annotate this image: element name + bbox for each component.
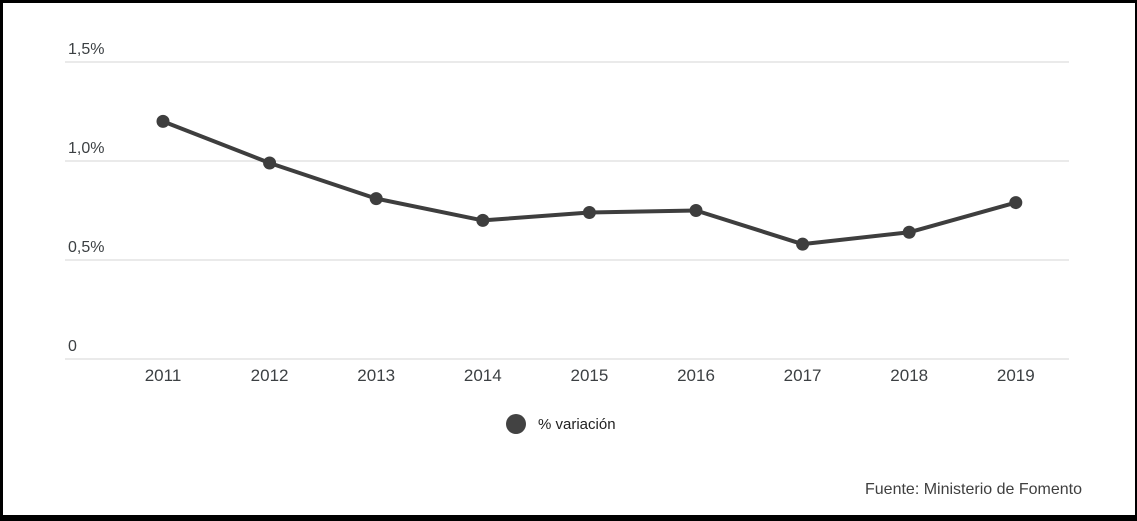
legend-marker-icon [506,414,526,434]
data-point [796,237,810,251]
x-tick-label: 2017 [784,366,822,385]
y-tick-label: 0 [68,338,77,355]
y-tick-label: 1,5% [68,41,104,58]
y-tick-label: 1,0% [68,140,104,157]
data-point [263,156,277,170]
x-tick-label: 2018 [890,366,928,385]
x-tick-label: 2019 [997,366,1035,385]
source-note: Fuente: Ministerio de Fomento [865,481,1082,498]
data-line [161,119,1018,247]
x-tick-label: 2015 [570,366,608,385]
y-tick-label: 0,5% [68,239,104,256]
legend-label: % variación [538,415,616,433]
line-chart: 0 0,5% 1,0% 1,5% 2011 2012 2013 2014 2015 2016 201… [65,41,1069,385]
data-point [1009,196,1023,210]
chart-legend: % variación [506,414,616,434]
x-tick-label: 2011 [145,366,182,385]
data-point [369,192,383,206]
x-tick-label: 2016 [677,366,715,385]
x-tick-label: 2013 [357,366,395,385]
data-point [582,205,596,219]
x-tick-label: 2012 [251,366,289,385]
data-point [689,204,703,217]
x-tick-label: 2014 [464,366,502,385]
data-point [902,225,916,239]
data-point [156,114,170,128]
data-point [476,213,490,227]
